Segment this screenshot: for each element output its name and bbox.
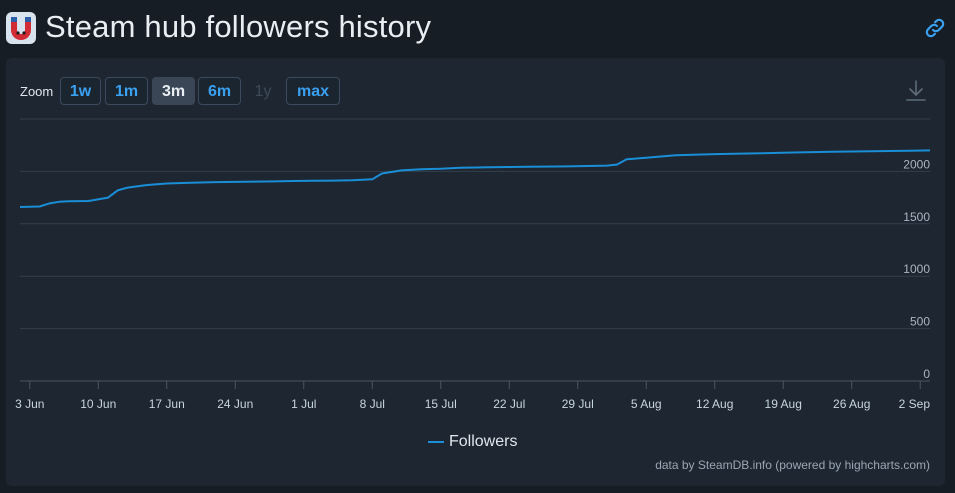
y-tick-label: 1000	[903, 262, 930, 276]
x-tick-label: 24 Jun	[217, 397, 253, 411]
download-icon[interactable]	[903, 78, 929, 104]
x-tick-label: 26 Aug	[833, 397, 870, 411]
x-tick-label: 17 Jun	[149, 397, 185, 411]
y-tick-label: 1500	[903, 210, 930, 224]
zoom-button-max[interactable]: max	[286, 77, 340, 105]
zoom-label: Zoom	[20, 84, 54, 99]
x-tick-label: 5 Aug	[631, 397, 662, 411]
zoom-button-1w[interactable]: 1w	[60, 77, 101, 105]
zoom-button-1m[interactable]: 1m	[105, 77, 148, 105]
legend-item-followers[interactable]: Followers	[428, 432, 517, 452]
x-tick-label: 29 Jul	[562, 397, 594, 411]
page-title: Steam hub followers history	[45, 9, 432, 44]
page-header: Steam hub followers history	[0, 0, 955, 56]
x-tick-label: 22 Jul	[493, 397, 525, 411]
legend-swatch	[428, 441, 444, 443]
legend-label: Followers	[449, 433, 518, 450]
chart-panel	[6, 58, 945, 486]
x-tick-label: 2 Sep	[899, 397, 931, 411]
x-tick-label: 19 Aug	[765, 397, 802, 411]
link-icon[interactable]	[923, 16, 947, 40]
series-line-followers	[19, 149, 931, 208]
x-tick-label: 10 Jun	[80, 397, 116, 411]
y-tick-label: 0	[923, 367, 930, 381]
y-tick-label: 500	[910, 315, 930, 329]
x-tick-label: 1 Jul	[291, 397, 316, 411]
zoom-button-6m[interactable]: 6m	[198, 77, 241, 105]
x-tick-label: 3 Jun	[15, 397, 44, 411]
chart-credits[interactable]: data by SteamDB.info (powered by highcha…	[655, 458, 930, 472]
steamdb-magnet-icon	[6, 12, 36, 44]
x-tick-label: 8 Jul	[360, 397, 385, 411]
zoom-button-3m[interactable]: 3m	[152, 77, 195, 105]
x-tick-label: 15 Jul	[425, 397, 457, 411]
zoom-button-1y: 1y	[254, 83, 272, 100]
x-tick-label: 12 Aug	[696, 397, 733, 411]
y-tick-label: 2000	[903, 157, 930, 171]
